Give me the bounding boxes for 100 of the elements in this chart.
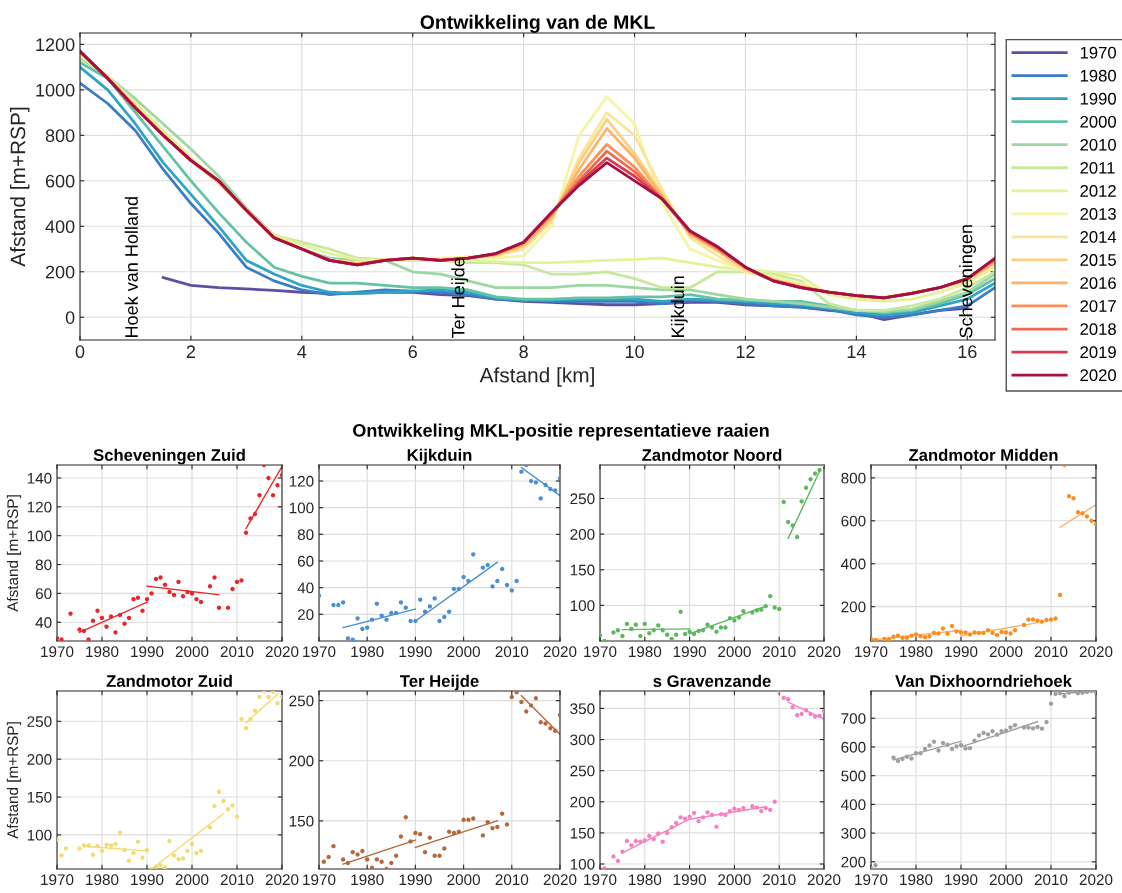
y-tick-label: 700 [841,713,866,724]
x-tick-label: 2020 [543,874,577,886]
y-tick-label: 80 [35,559,52,571]
y-tick-label: 150 [289,815,314,827]
legend-label: 2011 [1080,161,1115,174]
y-tick-label: 800 [45,129,75,143]
y-axis-title: Afstand [m+RSP] [6,722,22,839]
x-tick-label: 2010 [495,646,529,658]
y-tick-label: 400 [841,558,866,570]
x-tick-label: 1980 [628,646,662,658]
x-tick-label: 1970 [855,646,888,658]
x-tick-label: 2000 [989,874,1023,886]
chart-title: Ter Heijde [400,674,479,691]
x-tick-label: 1990 [131,874,164,886]
x-tick-label: 1970 [41,646,74,658]
y-tick-label: 200 [841,856,866,868]
y-tick-label: 250 [289,695,314,707]
y-tick-label: 400 [841,799,866,811]
x-tick-label: 1970 [303,646,336,658]
y-tick-label: 150 [27,791,52,803]
y-tick-label: 350 [570,703,595,715]
x-tick-label: 2000 [447,874,480,886]
y-tick-label: 200 [841,601,866,613]
y-tick-label: 600 [45,174,75,188]
x-tick-label: 2020 [1079,874,1113,886]
y-tick-label: 100 [570,600,595,612]
x-tick-label: 2010 [220,646,254,658]
chart-title: Scheveningen Zuid [93,448,245,465]
legend-label: 2013 [1080,208,1116,220]
chart-title: Zandmotor Midden [909,448,1058,461]
legend-label: 2020 [1080,369,1116,382]
x-tick-label: 1970 [584,646,617,658]
legend-label: 2010 [1080,138,1116,151]
annotation: Hoek van Holland [124,197,138,337]
x-tick-label: 1970 [855,874,888,886]
y-tick-label: 60 [35,588,52,600]
legend-label: 2000 [1080,115,1116,128]
x-tick-label: 1990 [945,874,978,886]
y-tick-label: 120 [289,475,314,487]
y-tick-label: 140 [27,472,52,484]
legend-label: 2015 [1080,254,1116,266]
x-tick-label: 14 [847,345,866,358]
y-tick-label: 150 [570,827,595,839]
x-tick-label: 2020 [265,646,299,658]
x-tick-label: 2010 [495,874,529,886]
x-tick-label: 1980 [351,646,384,658]
x-tick-label: 10 [625,345,644,359]
legend-label: 1970 [1080,46,1116,59]
x-tick-label: 1980 [900,646,933,658]
y-tick-label: 100 [27,530,52,542]
y-axis-title: Afstand [m+RSP] [6,495,22,612]
y-tick-label: 0 [65,311,75,324]
x-tick-label: 2000 [447,646,480,658]
x-tick-label: 2010 [220,874,254,886]
x-tick-label: 1990 [945,646,978,658]
y-tick-label: 40 [297,582,314,594]
x-tick-label: 2 [186,345,196,358]
legend-label: 2019 [1080,346,1116,359]
y-tick-label: 40 [35,617,52,628]
x-tick-label: 1970 [584,874,617,886]
y-tick-label: 600 [841,515,866,527]
y-axis-title: Afstand [m+RSP] [10,107,30,267]
y-tick-label: 100 [27,829,52,841]
y-tick-label: 200 [570,528,595,540]
x-tick-label: 2010 [762,874,796,886]
x-tick-label: 1990 [673,874,706,886]
y-tick-label: 500 [841,770,866,782]
y-tick-label: 60 [297,555,314,567]
y-tick-label: 100 [289,502,314,514]
x-tick-label: 2020 [807,646,841,658]
chart-title: Kijkduin [407,448,472,465]
legend-label: 2018 [1080,323,1116,336]
x-axis-title: Afstand [km] [479,367,594,387]
y-tick-label: 600 [841,741,866,753]
annotation: Ter Heijde [451,257,469,339]
y-tick-label: 1000 [36,83,75,97]
x-tick-label: 0 [75,345,85,359]
x-tick-label: 2000 [718,874,751,886]
x-tick-label: 2000 [989,646,1023,658]
x-tick-label: 2020 [265,874,299,886]
annotation: Scheveningen [959,225,976,338]
legend-label: 2017 [1080,300,1116,312]
x-tick-label: 8 [519,345,528,359]
x-tick-label: 1980 [351,874,384,886]
y-tick-label: 120 [27,501,52,513]
x-tick-label: 1980 [86,874,119,886]
y-tick-label: 200 [289,755,314,767]
x-tick-label: 1980 [86,646,119,658]
y-tick-label: 250 [27,716,52,727]
y-tick-label: 1200 [36,38,75,52]
chart-title: Ontwikkeling van de MKL [420,14,655,33]
x-tick-label: 1970 [303,874,336,886]
y-tick-label: 800 [841,472,866,484]
x-tick-label: 2010 [1034,646,1068,658]
x-tick-label: 6 [408,345,417,359]
legend-label: 2012 [1080,184,1116,197]
x-tick-label: 1990 [399,646,432,658]
y-tick-label: 200 [27,754,52,765]
chart-title: Zandmotor Noord [642,448,782,461]
chart-title: s Gravenzande [653,674,771,687]
